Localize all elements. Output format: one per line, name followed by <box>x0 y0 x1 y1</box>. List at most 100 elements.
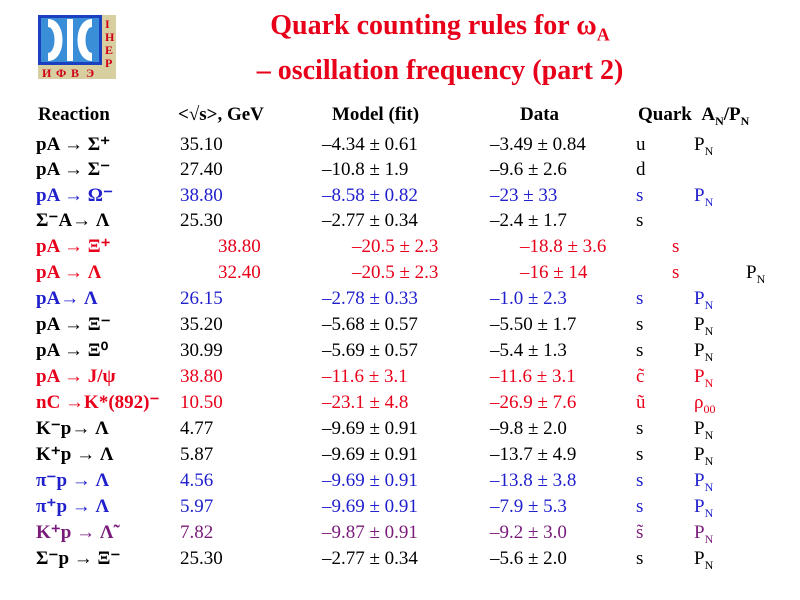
cell-quark: s <box>636 314 644 335</box>
cell-quark: s <box>636 444 644 465</box>
cell-reaction: K⁺p → Λ̃ <box>36 522 114 543</box>
cell-reaction: pA → Ξ⁺ <box>36 236 111 257</box>
cell-polarization: PN <box>746 262 765 290</box>
cell-model: –9.69 ± 0.91 <box>322 418 418 439</box>
cell-quark: s <box>636 548 644 569</box>
header-energy: <√s>, GeV <box>178 104 264 125</box>
table-row: π⁺p → Λ 5.97 –9.69 ± 0.91 –7.9 ± 5.3 s PN <box>0 496 800 520</box>
polarization-symbol: P <box>694 522 705 543</box>
cell-energy: 38.80 <box>180 185 223 206</box>
cell-data: –2.4 ± 1.7 <box>490 210 567 231</box>
polarization-subscript: N <box>704 531 714 546</box>
cell-quark: s <box>636 185 644 206</box>
cell-energy: 4.77 <box>180 418 214 439</box>
svg-text:Е: Е <box>105 43 113 57</box>
cell-quark: s <box>672 236 680 257</box>
cell-reaction: pA → Σ⁺ <box>36 134 111 155</box>
polarization-subscript: N <box>704 297 714 312</box>
cell-data: –18.8 ± 3.6 <box>520 236 607 257</box>
polarization-subscript: N <box>704 453 714 468</box>
table-row: Σ⁻A→ Λ 25.30 –2.77 ± 0.34 –2.4 ± 1.7 s <box>0 210 800 232</box>
polarization-subscript: N <box>704 427 714 442</box>
cell-quark: s <box>636 288 644 309</box>
cell-quark: s <box>636 496 644 517</box>
cell-model: –9.69 ± 0.91 <box>322 444 418 465</box>
cell-polarization: PN <box>694 340 713 368</box>
cell-polarization: PN <box>694 185 713 213</box>
cell-reaction: pA→ Λ <box>36 288 98 309</box>
cell-model: –9.87 ± 0.91 <box>322 522 418 543</box>
polarization-subscript: N <box>704 557 714 572</box>
table-row: π⁻p → Λ 4.56 –9.69 ± 0.91 –13.8 ± 3.8 s PN <box>0 470 800 494</box>
polarization-symbol: P <box>694 418 705 439</box>
svg-text:І: І <box>105 17 110 31</box>
table-row: nC →K*(892)⁻ 10.50 –23.1 ± 4.8 –26.9 ± 7.6 ũ… <box>0 392 800 416</box>
cell-polarization: PN <box>694 522 713 550</box>
cell-model: –20.5 ± 2.3 <box>352 262 439 283</box>
table-row: pA → Ω⁻ 38.80 –8.58 ± 0.82 –23 ± 33 s PN <box>0 185 800 209</box>
cell-model: –2.78 ± 0.33 <box>322 288 418 309</box>
cell-quark: c̃ <box>636 366 645 387</box>
cell-reaction: K⁺p → Λ <box>36 444 114 465</box>
svg-text:Э: Э <box>86 66 94 79</box>
cell-reaction: pA → Ω⁻ <box>36 185 113 206</box>
header-data: Data <box>520 104 560 125</box>
cell-model: –5.68 ± 0.57 <box>322 314 418 335</box>
polarization-subscript: N <box>704 323 714 338</box>
cell-polarization: ρ00 <box>694 392 715 420</box>
table-header: Reaction <√s>, GeV Model (fit) Data Quar… <box>0 104 800 128</box>
cell-data: –7.9 ± 5.3 <box>490 496 567 517</box>
polarization-symbol: P <box>694 548 705 569</box>
cell-model: –5.69 ± 0.57 <box>322 340 418 361</box>
cell-energy: 35.20 <box>180 314 223 335</box>
header-quark: Quark AN/PN <box>638 104 750 128</box>
title-line-1: Quark counting rules for ωA <box>270 10 610 45</box>
cell-model: –8.58 ± 0.82 <box>322 185 418 206</box>
header-model: Model (fit) <box>332 104 420 125</box>
svg-text:И: И <box>42 66 52 79</box>
cell-model: –9.69 ± 0.91 <box>322 470 418 491</box>
cell-energy: 25.30 <box>180 210 223 231</box>
cell-quark: u <box>636 134 646 155</box>
cell-data: –23 ± 33 <box>490 185 558 206</box>
cell-model: –20.5 ± 2.3 <box>352 236 439 257</box>
cell-polarization: PN <box>694 444 713 472</box>
table-row: pA → Λ 32.40 –20.5 ± 2.3 –16 ± 14 s PN <box>0 262 800 286</box>
svg-text:Р: Р <box>105 56 112 70</box>
cell-reaction: Σ⁻p → Ξ⁻ <box>36 548 121 569</box>
cell-data: –26.9 ± 7.6 <box>490 392 577 413</box>
cell-data: –5.6 ± 2.0 <box>490 548 567 569</box>
cell-energy: 38.80 <box>180 366 223 387</box>
polarization-subscript: N <box>704 194 714 209</box>
cell-quark: d <box>636 159 646 180</box>
cell-reaction: pA → Σ⁻ <box>36 159 111 180</box>
cell-data: –5.4 ± 1.3 <box>490 340 567 361</box>
table-row: K⁺p → Λ 5.87 –9.69 ± 0.91 –13.7 ± 4.9 s PN <box>0 444 800 468</box>
table-row: pA → Ξ⁻ 35.20 –5.68 ± 0.57 –5.50 ± 1.7 s PN <box>0 314 800 338</box>
cell-quark: s <box>636 418 644 439</box>
polarization-symbol: P <box>694 340 705 361</box>
cell-energy: 30.99 <box>180 340 223 361</box>
table-row: pA → Ξ⁺ 38.80 –20.5 ± 2.3 –18.8 ± 3.6 s <box>0 236 800 258</box>
cell-energy: 4.56 <box>180 470 214 491</box>
polarization-symbol: P <box>694 134 705 155</box>
cell-reaction: pA → Λ <box>36 262 102 283</box>
cell-polarization: PN <box>694 134 713 162</box>
polarization-symbol: P <box>694 314 705 335</box>
polarization-subscript: N <box>704 479 714 494</box>
cell-model: –11.6 ± 3.1 <box>322 366 408 387</box>
cell-polarization: PN <box>694 470 713 498</box>
cell-reaction: pA → J/ψ <box>36 366 116 387</box>
slide-title: Quark counting rules for ωA – oscillatio… <box>120 8 760 89</box>
header-reaction: Reaction <box>38 104 110 125</box>
cell-reaction: K⁻p→ Λ <box>36 418 109 439</box>
table-row: pA→ Λ 26.15 –2.78 ± 0.33 –1.0 ± 2.3 s PN <box>0 288 800 312</box>
cell-polarization: PN <box>694 314 713 342</box>
svg-text:Н: Н <box>105 30 115 44</box>
cell-data: –13.7 ± 4.9 <box>490 444 577 465</box>
polarization-symbol: P <box>694 366 705 387</box>
polarization-symbol: P <box>694 470 705 491</box>
cell-data: –5.50 ± 1.7 <box>490 314 577 335</box>
polarization-symbol: P <box>694 496 705 517</box>
cell-data: –16 ± 14 <box>520 262 588 283</box>
